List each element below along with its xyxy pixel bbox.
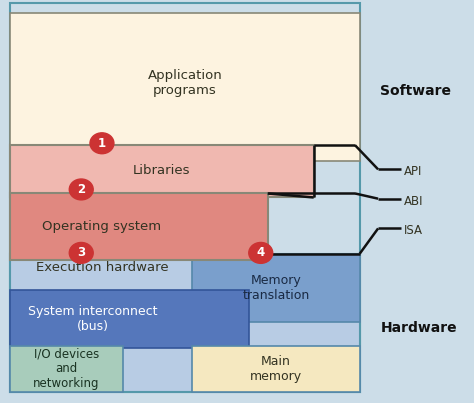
Text: 3: 3 xyxy=(77,246,85,260)
Text: 4: 4 xyxy=(256,246,265,260)
Text: Application
programs: Application programs xyxy=(147,69,222,97)
Circle shape xyxy=(90,133,114,154)
Text: 1: 1 xyxy=(98,137,106,150)
Circle shape xyxy=(249,243,273,263)
FancyBboxPatch shape xyxy=(10,193,268,260)
Text: Main
memory: Main memory xyxy=(250,355,302,383)
Text: Hardware: Hardware xyxy=(381,321,457,335)
FancyBboxPatch shape xyxy=(10,13,360,161)
Text: I/O devices
and
networking: I/O devices and networking xyxy=(33,347,100,391)
Text: Software: Software xyxy=(381,84,451,98)
FancyBboxPatch shape xyxy=(10,3,360,392)
Text: Libraries: Libraries xyxy=(133,164,191,177)
Circle shape xyxy=(69,179,93,200)
FancyBboxPatch shape xyxy=(10,145,314,197)
Text: System interconnect
(bus): System interconnect (bus) xyxy=(28,305,157,333)
FancyBboxPatch shape xyxy=(10,346,123,392)
Text: 2: 2 xyxy=(77,183,85,196)
FancyBboxPatch shape xyxy=(10,254,360,392)
Text: API: API xyxy=(403,165,422,178)
Text: Execution hardware: Execution hardware xyxy=(36,261,168,274)
FancyBboxPatch shape xyxy=(191,254,360,322)
Text: Memory
translation: Memory translation xyxy=(242,274,310,302)
Circle shape xyxy=(69,243,93,263)
Text: Operating system: Operating system xyxy=(42,220,162,233)
FancyBboxPatch shape xyxy=(191,346,360,392)
FancyBboxPatch shape xyxy=(10,290,249,348)
Text: ISA: ISA xyxy=(403,224,422,237)
Text: ABI: ABI xyxy=(403,195,423,208)
